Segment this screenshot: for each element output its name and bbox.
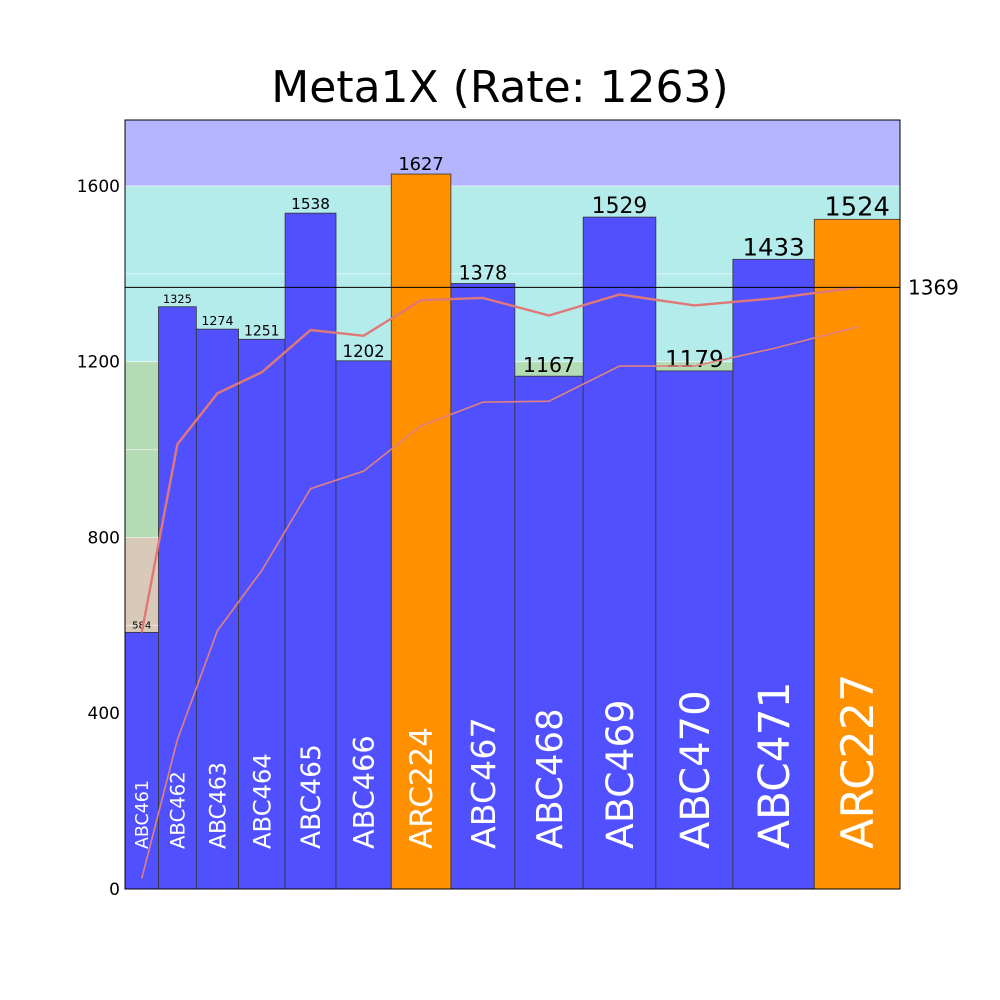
bar	[124, 631, 159, 890]
bar-value-label: 1325	[163, 292, 192, 306]
rating-band-4	[125, 120, 900, 186]
bar-category-label: ABC470	[673, 690, 719, 849]
bar-value-label: 1524	[824, 192, 889, 222]
bar-value-label: 1202	[343, 342, 385, 361]
bar-value-label: 1179	[665, 347, 724, 373]
bar	[582, 216, 657, 890]
bar-category-label: ARC224	[404, 727, 440, 849]
reference-line-label: 1369	[908, 275, 959, 299]
plot-frame	[124, 119, 901, 890]
bar-value-label: 1627	[398, 154, 444, 175]
bar-category-label: ABC464	[249, 753, 277, 849]
bar-value-label: 1251	[244, 323, 280, 339]
bar-category-label: ABC463	[206, 762, 231, 849]
y-tick-label: 800	[88, 528, 120, 548]
bar	[195, 328, 239, 890]
bar-category-label: ABC466	[347, 735, 381, 849]
bar-value-label: 1274	[201, 313, 233, 328]
bar-category-label: ABC461	[133, 780, 153, 849]
bar-category-label: ABC468	[530, 708, 571, 849]
bar-value-label: 1433	[743, 232, 805, 261]
bar-category-label: ABC471	[750, 681, 799, 849]
bar-category-label: ABC462	[166, 771, 189, 849]
bar	[238, 338, 286, 890]
bar-category-label: ABC467	[464, 717, 503, 849]
bar	[390, 173, 452, 890]
y-tick-label: 1600	[77, 177, 120, 197]
y-tick-label: 1200	[77, 353, 120, 373]
bar-value-label: 1529	[592, 194, 647, 219]
y-tick-label: 0	[109, 880, 120, 900]
bar-value-label: 584	[132, 620, 151, 631]
bar	[450, 283, 516, 890]
rating-line	[140, 326, 858, 879]
bar	[514, 375, 584, 890]
bar	[284, 212, 337, 890]
bar	[158, 306, 197, 890]
y-tick-label: 400	[88, 704, 120, 724]
bar-category-label: ABC469	[598, 699, 642, 849]
bar-value-label: 1167	[523, 353, 575, 377]
chart-title: Meta1X (Rate: 1263)	[271, 62, 729, 113]
bar	[655, 370, 734, 890]
bar-value-label: 1538	[291, 195, 330, 213]
performance-line	[140, 286, 858, 633]
bar-value-label: 1378	[458, 261, 507, 284]
bar-category-label: ABC465	[296, 744, 327, 849]
bar-category-label: ARC227	[832, 674, 884, 849]
